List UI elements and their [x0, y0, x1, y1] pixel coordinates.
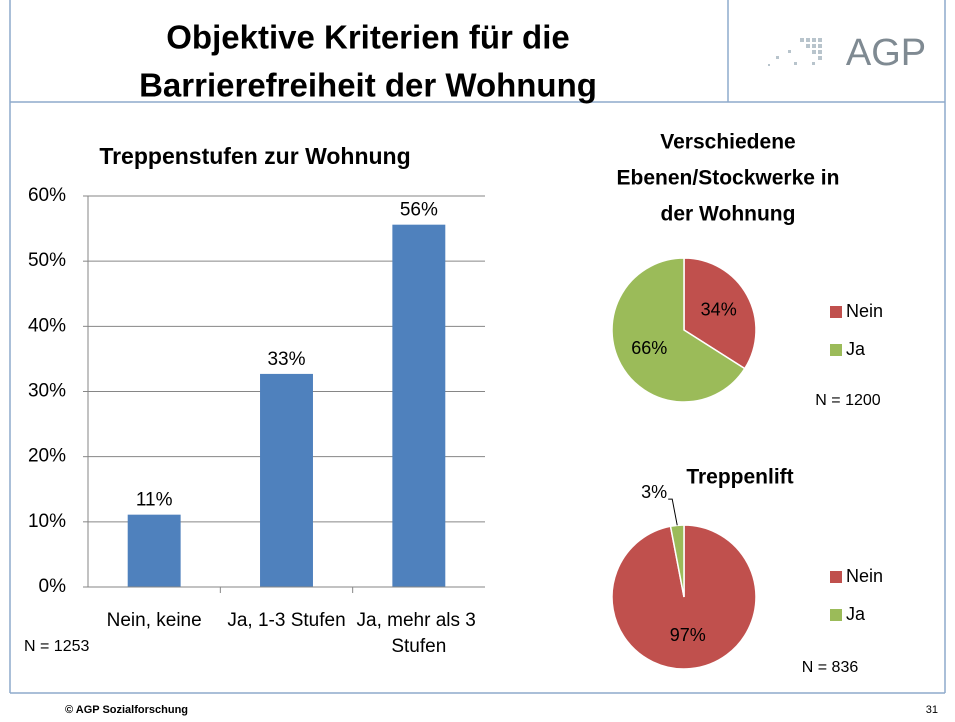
data-label: 97%	[670, 625, 706, 645]
legend-swatch	[830, 571, 842, 583]
legend-swatch	[830, 344, 842, 356]
logo-text: AGP	[846, 32, 926, 74]
legend-label: Ja	[846, 604, 866, 624]
y-tick-label: 40%	[28, 315, 66, 336]
data-label: 3%	[641, 482, 667, 502]
data-label: 34%	[701, 300, 737, 320]
data-label: 56%	[400, 200, 438, 221]
chart-title: Treppenlift	[686, 466, 793, 489]
chart-note: N = 1253	[24, 638, 89, 655]
slide-title: Objektive Kriterien für die	[166, 19, 569, 56]
chart-title: Ebenen/Stockwerke in	[617, 167, 840, 190]
legend-label: Ja	[846, 339, 866, 359]
data-label: 66%	[631, 338, 667, 358]
legend-label: Nein	[846, 301, 883, 321]
y-tick-label: 20%	[28, 446, 66, 467]
page-number: 31	[926, 704, 938, 716]
data-label: 11%	[136, 490, 173, 511]
chart-title: der Wohnung	[661, 203, 796, 226]
y-tick-label: 60%	[28, 185, 66, 206]
bar	[260, 373, 313, 587]
leader-line	[668, 498, 678, 526]
chart-note: N = 1200	[815, 392, 880, 409]
x-tick-label: Ja, mehr als 3 Stufen	[357, 610, 482, 657]
chart-title: Treppenstufen zur Wohnung	[99, 143, 410, 169]
pie-slice	[611, 257, 746, 403]
legend-swatch	[830, 609, 842, 621]
x-tick-label: Nein, keine	[107, 610, 202, 631]
y-tick-label: 0%	[39, 576, 67, 597]
y-tick-label: 30%	[28, 381, 66, 402]
chart-title: Verschiedene	[660, 131, 795, 154]
y-tick-label: 50%	[28, 250, 66, 271]
logo-dots	[768, 38, 822, 66]
footer-copyright: © AGP Sozialforschung	[65, 704, 188, 716]
legend-label: Nein	[846, 566, 883, 586]
bar	[127, 514, 181, 587]
y-tick-label: 10%	[28, 511, 66, 532]
bar	[392, 224, 446, 587]
chart-note: N = 836	[802, 659, 859, 676]
legend-swatch	[830, 306, 842, 318]
data-label: 33%	[267, 349, 305, 370]
x-tick-label: Ja, 1-3 Stufen	[227, 610, 345, 631]
slide-title: Barrierefreiheit der Wohnung	[139, 67, 597, 104]
